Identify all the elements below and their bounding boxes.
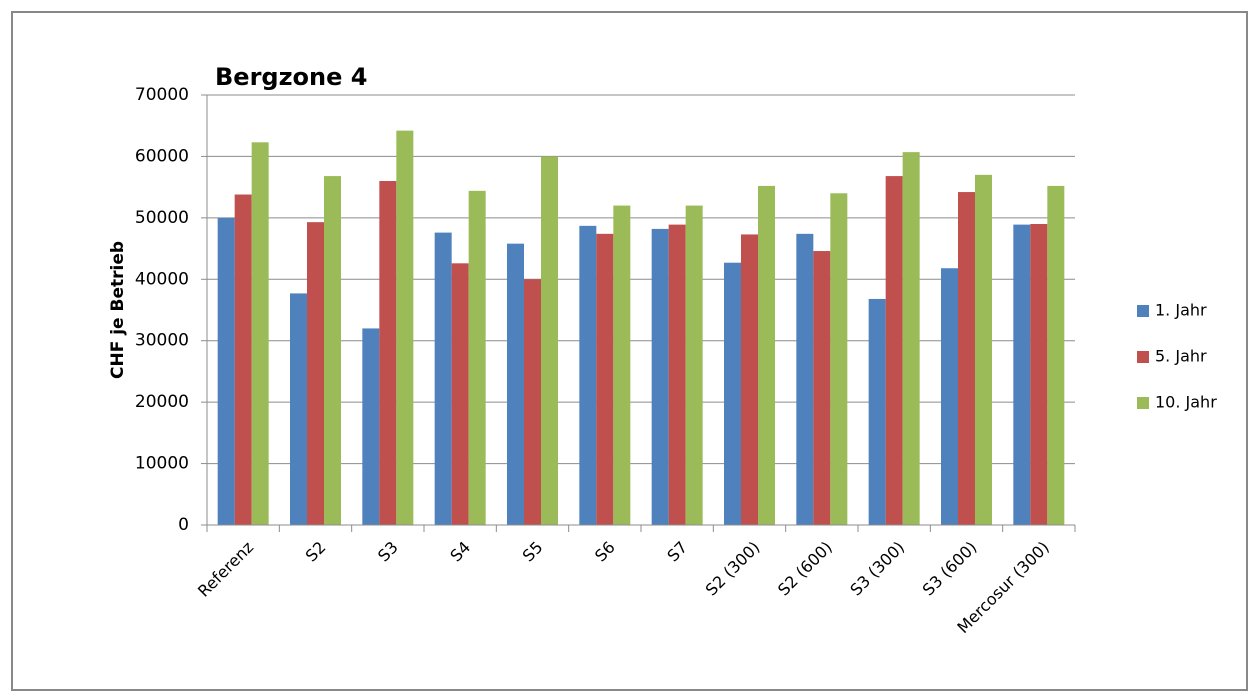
- bar: [757, 185, 775, 525]
- legend-swatch: [1137, 397, 1149, 409]
- legend-label: 1. Jahr: [1155, 301, 1207, 320]
- bar: [724, 262, 742, 525]
- bar: [323, 176, 341, 526]
- y-tick-label: 50000: [135, 208, 189, 228]
- bar: [941, 268, 959, 525]
- bar: [468, 190, 486, 526]
- bar: [685, 205, 703, 526]
- legend-swatch: [1137, 351, 1149, 363]
- bar: [668, 224, 686, 525]
- bar: [307, 222, 324, 525]
- legend-swatch: [1137, 305, 1149, 317]
- bar: [613, 205, 631, 526]
- y-tick-label: 70000: [135, 85, 189, 105]
- bar: [651, 228, 669, 525]
- bar: [902, 152, 920, 525]
- bar: [379, 181, 397, 525]
- bar: [579, 225, 597, 526]
- bar: [362, 328, 380, 525]
- bar: [1047, 185, 1065, 525]
- bar: [434, 232, 452, 525]
- y-tick-label: 10000: [135, 454, 189, 474]
- bar: [868, 298, 886, 525]
- bar: [813, 251, 831, 525]
- legend-label: 10. Jahr: [1155, 393, 1217, 412]
- legend-label: 5. Jahr: [1155, 347, 1207, 366]
- y-axis-label: CHF je Betrieb: [108, 241, 128, 379]
- bar: [217, 217, 235, 525]
- bar: [507, 243, 525, 525]
- bar: [1030, 224, 1048, 525]
- bar: [974, 174, 992, 525]
- bar: [741, 234, 758, 525]
- bar: [1013, 224, 1031, 525]
- bar: [596, 233, 614, 526]
- bar: [540, 156, 558, 525]
- chart-title: Bergzone 4: [215, 63, 367, 91]
- bar: [524, 279, 541, 525]
- bar: [290, 293, 308, 525]
- bar: [451, 263, 469, 525]
- bar: [958, 192, 975, 526]
- bar: [234, 194, 252, 525]
- y-tick-label: 40000: [135, 269, 189, 289]
- bar: [251, 142, 269, 526]
- y-tick-label: 0: [178, 515, 189, 535]
- y-tick-label: 30000: [135, 331, 189, 351]
- bar: [396, 130, 414, 525]
- bar: [796, 233, 814, 526]
- y-tick-label: 20000: [135, 392, 189, 412]
- bar: [830, 193, 848, 526]
- y-tick-label: 60000: [135, 146, 189, 166]
- bar: [885, 176, 903, 526]
